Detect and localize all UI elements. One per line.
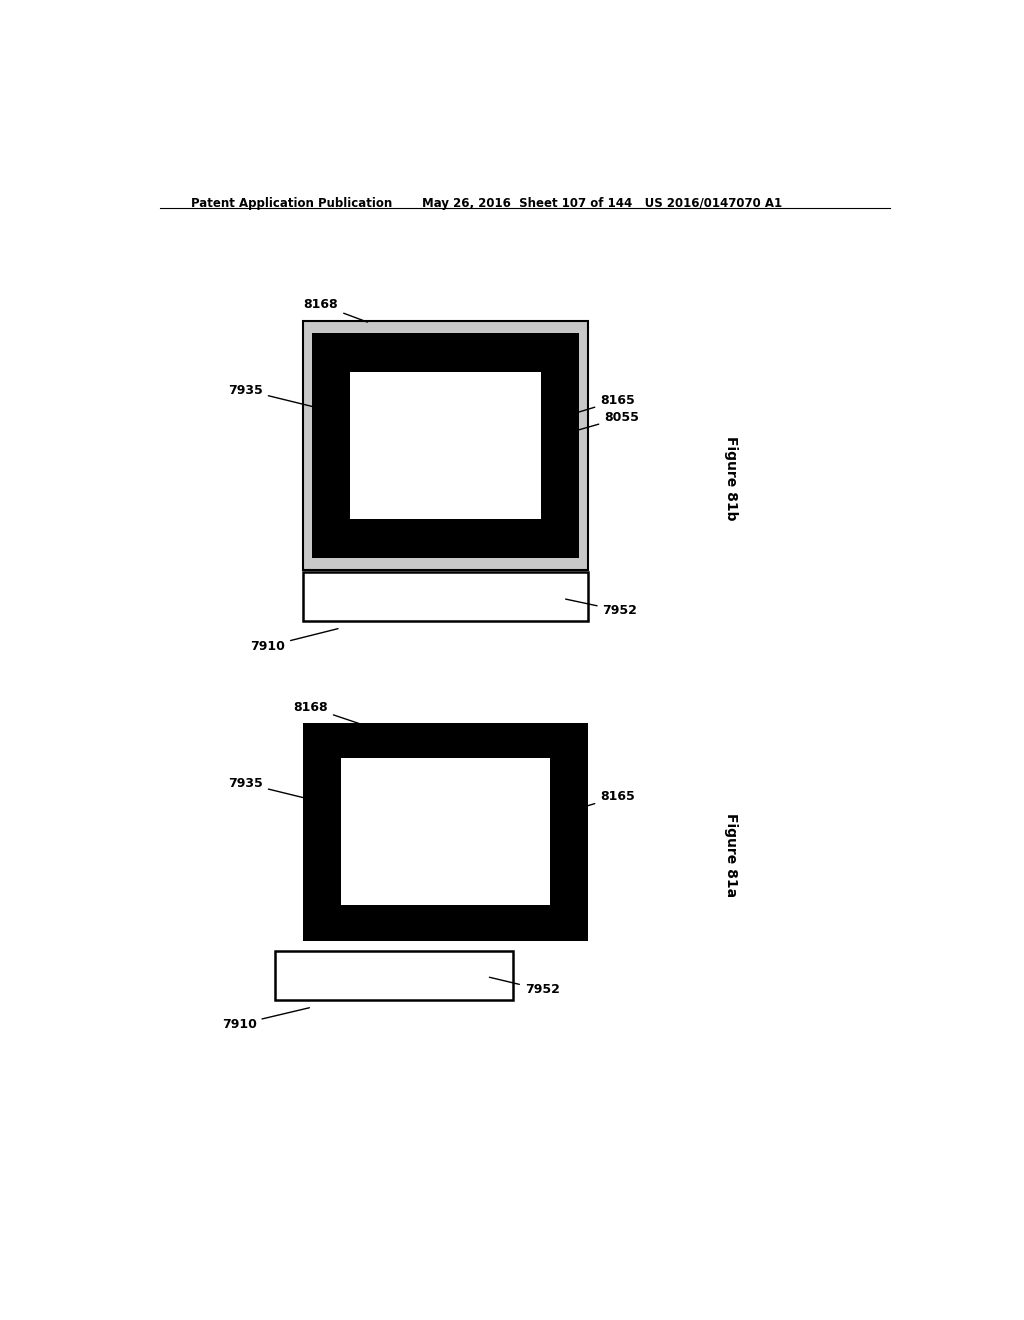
Text: 7935: 7935 — [228, 384, 313, 407]
Text: 8165: 8165 — [563, 791, 635, 813]
Text: 8055: 8055 — [571, 411, 639, 432]
Text: 7910: 7910 — [221, 1007, 309, 1031]
Bar — [274, 952, 513, 1001]
Bar — [312, 333, 579, 558]
Bar — [303, 572, 588, 620]
Bar — [303, 722, 588, 941]
Text: Figure 81b: Figure 81b — [724, 437, 738, 521]
Text: 7910: 7910 — [250, 628, 338, 653]
Text: 7935: 7935 — [228, 777, 313, 800]
Text: Figure 81a: Figure 81a — [724, 813, 738, 896]
Text: 8168: 8168 — [293, 701, 359, 723]
Text: 8168: 8168 — [304, 298, 368, 322]
Text: May 26, 2016  Sheet 107 of 144   US 2016/0147070 A1: May 26, 2016 Sheet 107 of 144 US 2016/01… — [422, 197, 781, 210]
Text: 7952: 7952 — [565, 599, 638, 618]
Text: 8165: 8165 — [563, 393, 635, 417]
Text: Patent Application Publication: Patent Application Publication — [191, 197, 393, 210]
Bar — [303, 321, 588, 570]
Bar — [350, 372, 541, 519]
Text: 7952: 7952 — [489, 977, 560, 997]
Bar — [341, 758, 550, 906]
